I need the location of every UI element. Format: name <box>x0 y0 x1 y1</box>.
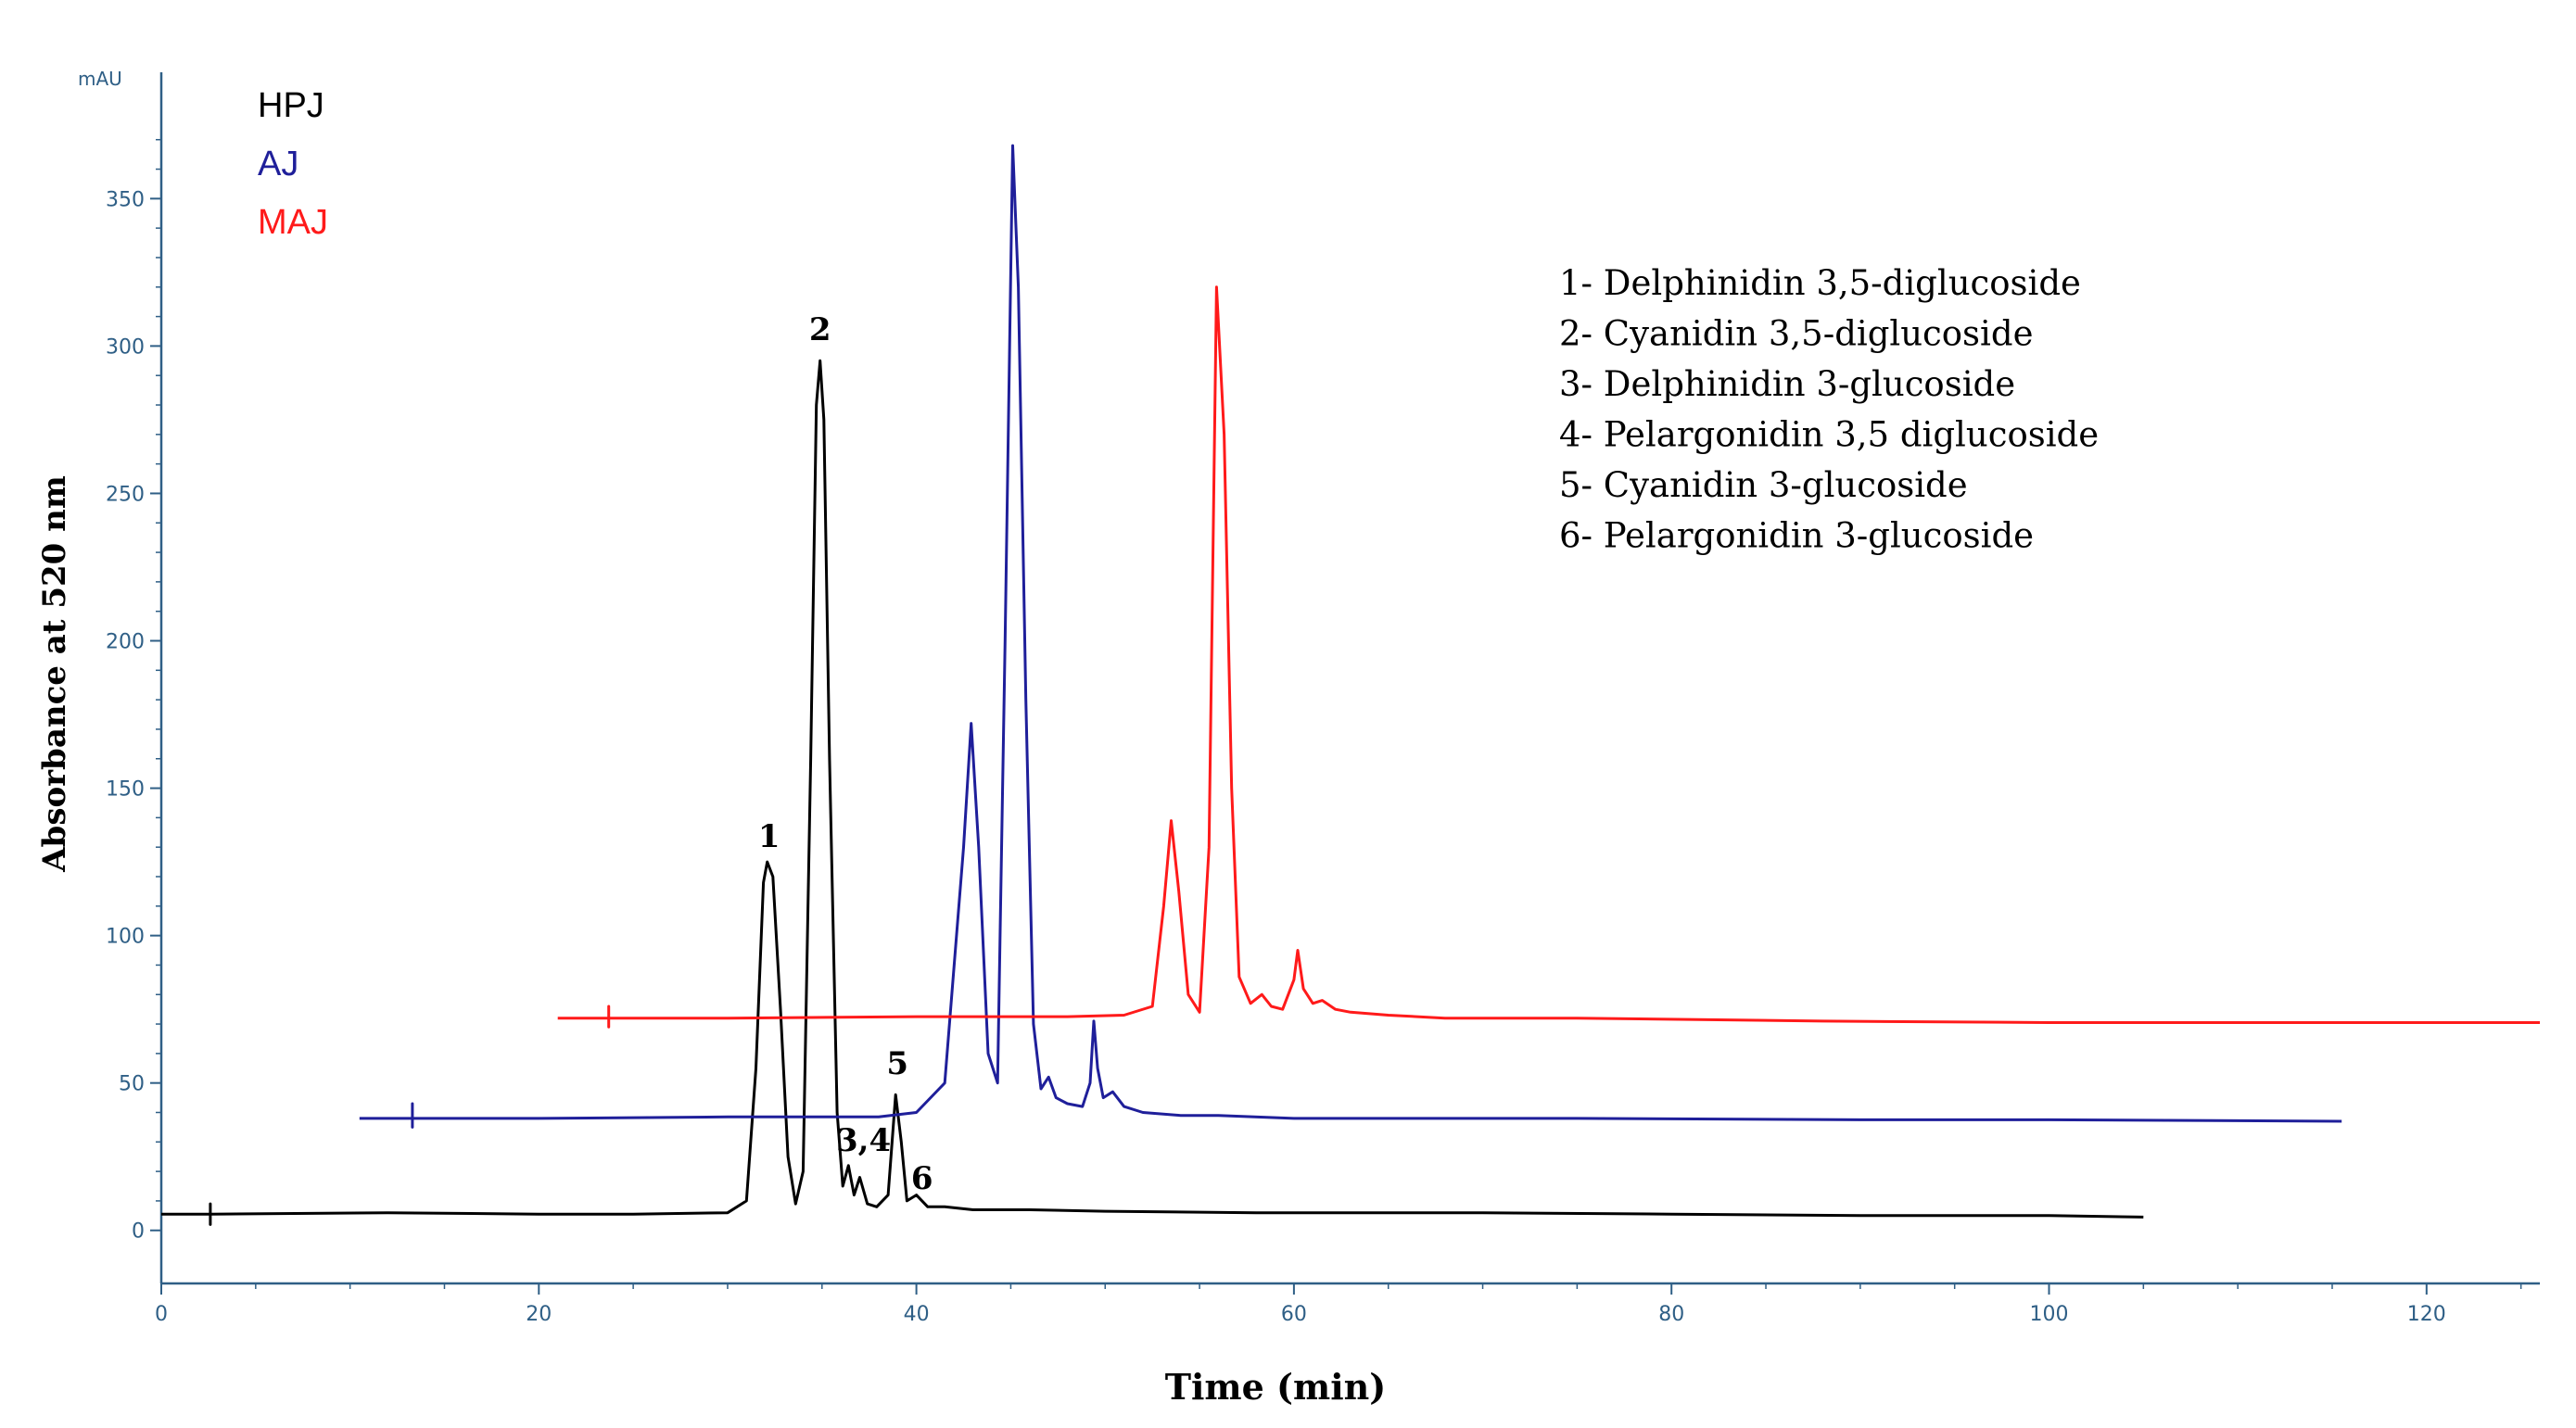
x-tick-label: 120 <box>2407 1303 2446 1326</box>
x-axis-label: Time (min) <box>1165 1366 1387 1408</box>
peak-label: 1 <box>758 818 780 855</box>
peak-label: 6 <box>911 1160 933 1197</box>
compound-annotation: 3- Delphinidin 3-glucoside <box>1559 364 2015 404</box>
x-tick-label: 80 <box>1658 1303 1684 1326</box>
y-unit-label: mAU <box>78 68 122 90</box>
x-tick-label: 60 <box>1281 1303 1307 1326</box>
y-tick-label: 100 <box>106 926 145 949</box>
peak-label: 3,4 <box>836 1122 891 1159</box>
series-layer <box>161 144 2540 1226</box>
legend: HPJ AJ MAJ <box>258 86 328 242</box>
y-tick-label: 200 <box>106 631 145 654</box>
ticks: 0 50 100 150 200 250 300 350 0 20 40 60 80 100 120 <box>106 138 2522 1326</box>
legend-entry-aj: AJ <box>258 145 298 183</box>
y-axis-label: Absorbance at 520 nm <box>36 475 73 873</box>
compound-annotations: 1- Delphinidin 3,5-diglucoside 2- Cyanidi… <box>1559 263 2099 556</box>
y-tick-label: 250 <box>106 483 145 506</box>
compound-annotation: 1- Delphinidin 3,5-diglucoside <box>1559 263 2081 303</box>
y-tick-label: 150 <box>106 778 145 802</box>
y-tick-label: 50 <box>119 1073 145 1096</box>
series-maj-trace <box>557 285 2540 1029</box>
x-tick-label: 40 <box>904 1303 930 1326</box>
y-tick-label: 0 <box>132 1220 145 1244</box>
x-tick-label: 20 <box>526 1303 552 1326</box>
compound-annotation: 4- Pelargonidin 3,5 diglucoside <box>1559 415 2099 455</box>
y-tick-label: 350 <box>106 188 145 211</box>
peak-label: 5 <box>886 1045 908 1082</box>
peak-labels: 1 2 3,4 5 6 <box>758 311 933 1197</box>
series-hpj-trace <box>161 359 2144 1226</box>
x-tick-label: 100 <box>2030 1303 2069 1326</box>
peak-label: 2 <box>809 311 831 348</box>
legend-entry-maj: MAJ <box>258 203 328 242</box>
x-tick-label: 0 <box>155 1303 168 1326</box>
y-tick-label: 300 <box>106 335 145 359</box>
compound-annotation: 2- Cyanidin 3,5-diglucoside <box>1559 314 2033 354</box>
legend-entry-hpj: HPJ <box>258 86 324 125</box>
compound-annotation: 6- Pelargonidin 3-glucoside <box>1559 516 2034 556</box>
compound-annotation: 5- Cyanidin 3-glucoside <box>1559 465 1968 505</box>
series-aj-trace <box>359 144 2342 1129</box>
